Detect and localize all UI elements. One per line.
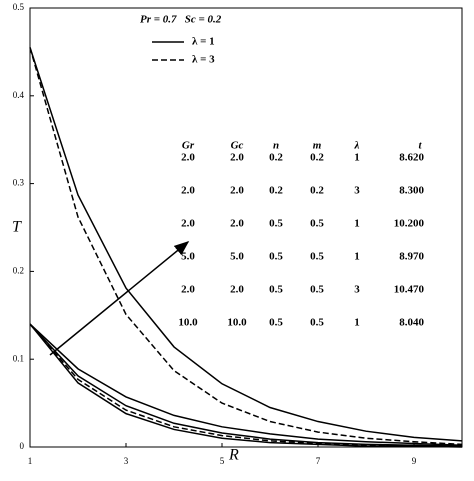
table-cell: 8.040 [399,317,424,329]
y-tick-label: 0.1 [13,353,24,363]
table-cell: 0.2 [269,152,283,164]
table-cell: 2.0 [230,218,244,230]
y-tick-label: 0 [20,441,25,451]
line-series [29,323,462,447]
table-header: Gr [182,140,195,152]
table-cell: 1 [354,317,360,329]
y-tick-label: 0.4 [13,90,25,100]
line-series [29,47,463,442]
y-axis-label: T [12,219,22,236]
annotation: Pr = 0.7 Sc = 0.2 [140,14,222,26]
table-cell: 5.0 [230,251,244,263]
table-cell: 2.0 [181,185,195,197]
table-cell: 0.5 [310,251,324,263]
table-cell: 0.5 [269,218,283,230]
table-cell: 1 [354,152,360,164]
table-cell: 3 [354,284,360,296]
line-series [29,323,463,447]
y-tick-label: 0.2 [13,265,24,275]
line-series [29,47,463,446]
x-tick-label: 5 [220,456,225,466]
table-cell: 2.0 [181,152,195,164]
plot-frame [29,7,463,448]
table-header: n [273,140,279,152]
table-cell: 0.2 [269,185,283,197]
y-tick-label: 0.3 [13,178,25,188]
table-cell: 8.970 [399,251,424,263]
legend-label: λ = 3 [192,54,215,66]
table-cell: 8.620 [399,152,424,164]
table-cell: 1 [354,218,360,230]
x-tick-label: 7 [316,456,321,466]
arrow [49,241,190,356]
y-tick-label: 0.5 [13,2,25,12]
table-cell: 0.2 [310,152,324,164]
table-cell: 0.5 [310,218,324,230]
table-header: m [313,140,322,152]
table-cell: 0.5 [269,251,283,263]
legend-label: λ = 1 [192,36,215,48]
table-cell: 2.0 [230,185,244,197]
table-cell: 2.0 [181,284,195,296]
table-cell: 0.5 [310,284,324,296]
table-cell: 8.300 [399,185,424,197]
x-tick-label: 1 [28,456,33,466]
table-cell: 1 [354,251,360,263]
line-series [29,323,463,446]
x-axis-label: R [228,447,239,464]
table-cell: 2.0 [230,152,244,164]
line-series [29,323,463,448]
table-cell: 3 [354,185,360,197]
table-cell: 5.0 [181,251,195,263]
table-cell: 2.0 [230,284,244,296]
table-cell: 0.5 [269,317,283,329]
table-cell: 0.2 [310,185,324,197]
x-tick-label: 3 [124,456,129,466]
table-cell: 0.5 [269,284,283,296]
x-tick-label: 9 [412,456,417,466]
table-header: Gc [231,140,244,152]
table-header: t [418,140,422,152]
table-cell: 10.470 [394,284,425,296]
table-cell: 10.0 [178,317,198,329]
table-cell: 2.0 [181,218,195,230]
table-cell: 10.0 [227,317,247,329]
table-header: λ [354,140,360,152]
table-cell: 0.5 [310,317,324,329]
table-cell: 10.200 [394,218,425,230]
